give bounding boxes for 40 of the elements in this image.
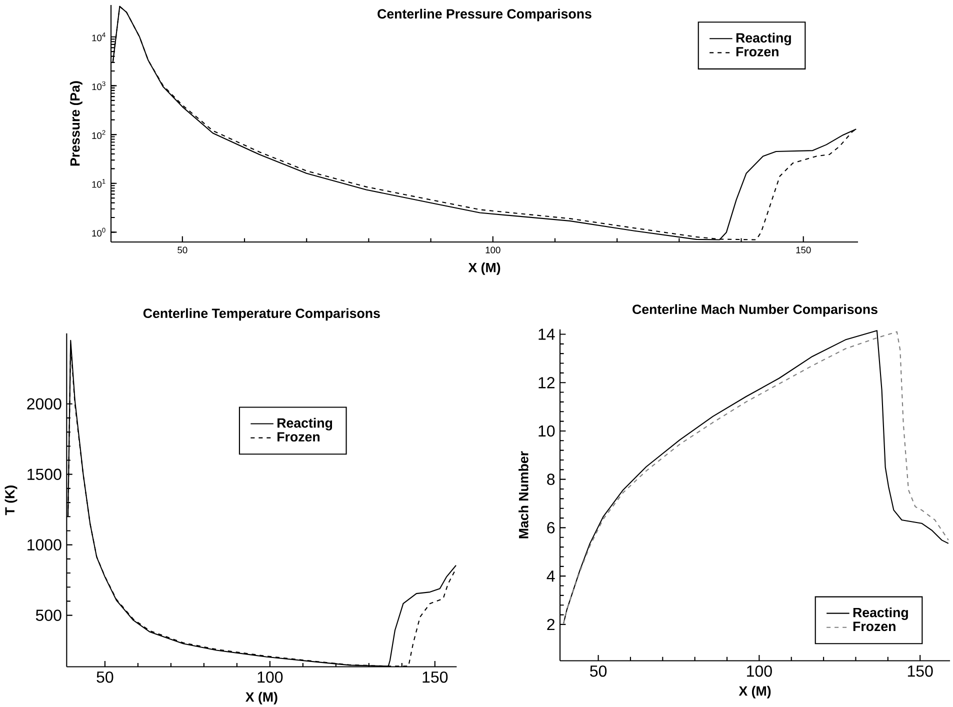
x-tick-label: 150 <box>796 246 811 254</box>
y-axis-title: Mach Number <box>518 451 528 538</box>
y-axis-title: Pressure (Pa) <box>70 81 82 166</box>
y-tick-label: 6 <box>547 522 555 534</box>
x-axis-title: X (M) <box>468 262 500 275</box>
x-tick-label: 100 <box>747 665 772 677</box>
y-tick-label: 2 <box>547 618 554 630</box>
chart-title: Centerline Mach Number Comparisons <box>632 304 878 317</box>
y-tick-label: 10$^{4}$ <box>92 32 106 42</box>
x-tick-label: 150 <box>422 671 448 683</box>
x-axis-title: X (M) <box>738 686 771 698</box>
y-tick-label: 1000 <box>28 539 62 550</box>
x-tick-label: 100 <box>258 671 283 683</box>
y-tick-label: 4 <box>546 570 555 582</box>
legend-label: Frozen <box>853 622 896 632</box>
y-tick-label: 10$^{3}$ <box>92 81 106 90</box>
legend-label: Reacting <box>736 32 791 46</box>
x-tick-label: 150 <box>908 665 933 677</box>
y-axis-title: T (K) <box>4 486 18 516</box>
x-axis-title: X (M) <box>246 692 278 704</box>
legend-label: Frozen <box>736 47 778 56</box>
y-tick-label: 14 <box>538 328 555 340</box>
legend-label: Frozen <box>278 432 320 442</box>
y-tick-label: 1500 <box>28 468 62 480</box>
y-tick-label: 10$^{0}$ <box>92 228 106 237</box>
y-tick-label: 10 <box>538 425 555 437</box>
x-tick-label: 50 <box>178 246 188 254</box>
x-tick-label: 50 <box>96 671 114 683</box>
y-tick-label: 2000 <box>27 398 62 410</box>
x-tick-label: 50 <box>590 665 607 677</box>
x-tick-label: 100 <box>486 246 500 254</box>
chart-title: Centerline Pressure Comparisons <box>378 8 592 22</box>
legend-label: Reacting <box>853 607 908 620</box>
chart-title: Centerline Temperature Comparisons <box>143 308 380 321</box>
y-tick-label: 8 <box>547 474 555 485</box>
y-tick-label: 10$^{1}$ <box>92 179 106 188</box>
legend-label: Reacting <box>278 418 332 430</box>
y-tick-label: 10$^{2}$ <box>92 130 106 139</box>
y-tick-label: 500 <box>36 610 62 621</box>
y-tick-label: 12 <box>538 377 554 388</box>
